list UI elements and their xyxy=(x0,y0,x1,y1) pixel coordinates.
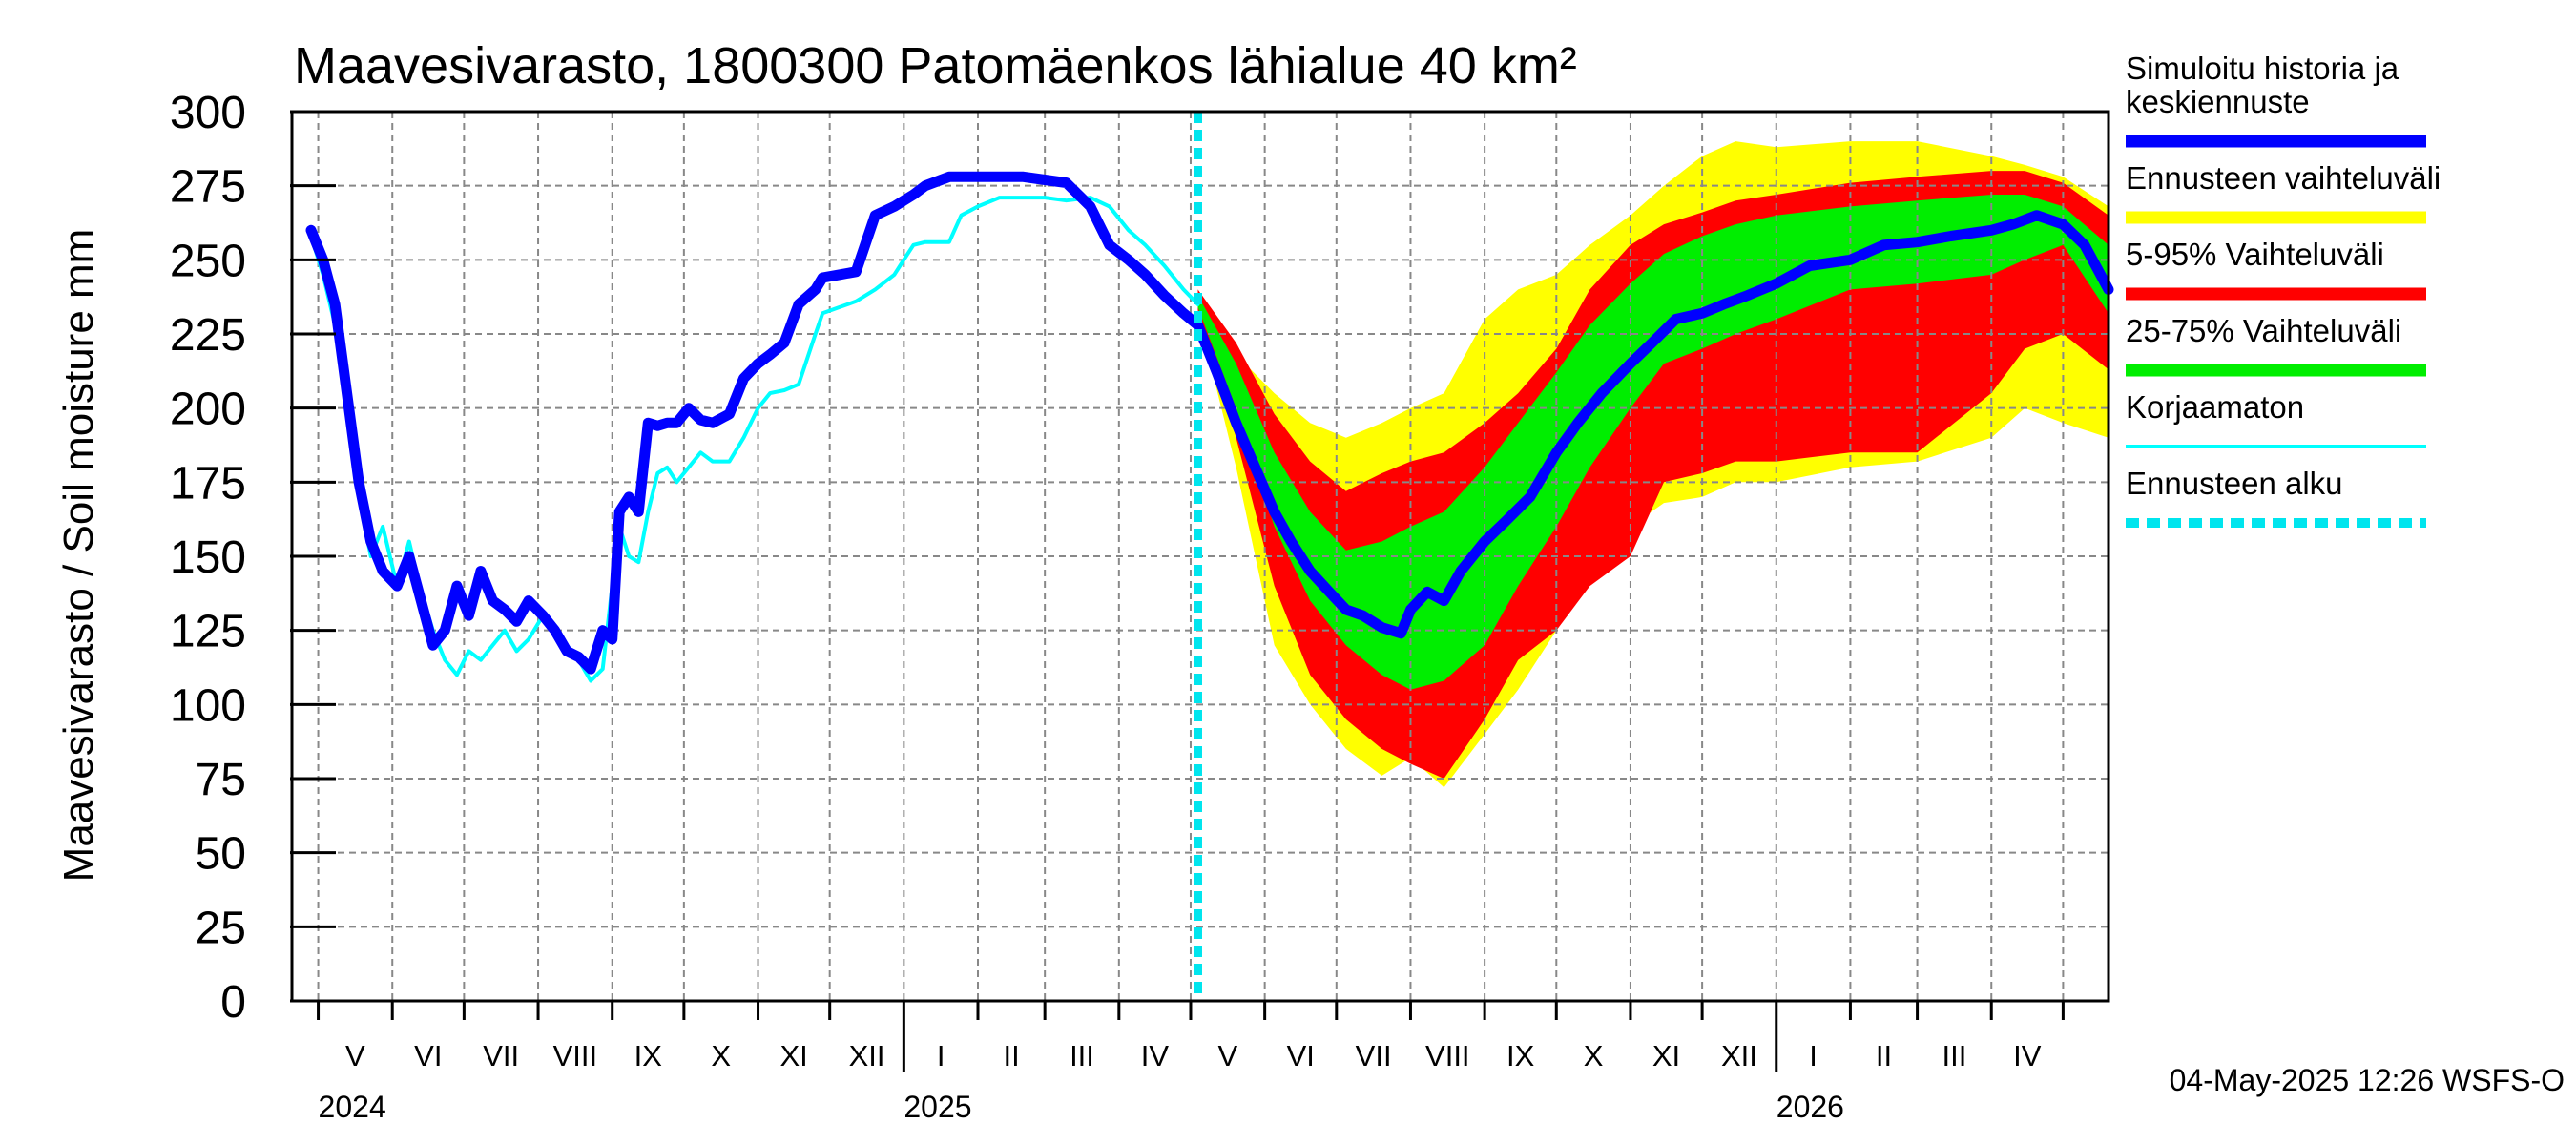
y-tick-label-6: 150 xyxy=(170,532,246,583)
x-month-label-14: VII xyxy=(1356,1039,1392,1072)
legend-label-0: keskiennuste xyxy=(2126,84,2310,119)
x-month-label-13: VI xyxy=(1287,1039,1315,1072)
series-line-1 xyxy=(305,171,2114,675)
legend-label-1: Ennusteen vaihteluväli xyxy=(2126,160,2441,196)
x-month-label-17: X xyxy=(1584,1039,1604,1072)
x-month-label-9: II xyxy=(1003,1039,1019,1072)
band-2 xyxy=(1197,195,2109,690)
legend-label-4: Korjaamaton xyxy=(2126,389,2304,425)
x-month-label-7: XII xyxy=(849,1039,885,1072)
x-month-label-11: IV xyxy=(1141,1039,1170,1072)
legend-label-0: Simuloitu historia ja xyxy=(2126,51,2399,86)
x-month-label-16: IX xyxy=(1506,1039,1535,1072)
x-month-label-22: III xyxy=(1942,1039,1966,1072)
legend-label-5: Ennusteen alku xyxy=(2126,466,2343,501)
x-year-label-2: 2026 xyxy=(1776,1090,1844,1124)
x-month-label-18: XI xyxy=(1652,1039,1680,1072)
footer-timestamp: 04-May-2025 12:26 WSFS-O xyxy=(2170,1063,2565,1097)
x-month-label-6: XI xyxy=(779,1039,807,1072)
chart-title: Maavesivarasto, 1800300 Patomäenkos lähi… xyxy=(294,37,1577,94)
y-tick-label-2: 50 xyxy=(196,829,246,880)
x-axis: V VI VII VIII IX X XI XII I II III IV V VI VII VIII IX X X… xyxy=(317,1001,2065,1124)
x-year-label-1: 2025 xyxy=(904,1090,971,1124)
x-month-label-5: X xyxy=(711,1039,731,1072)
series-line-0 xyxy=(309,196,1200,683)
series-lines xyxy=(305,112,2114,1001)
y-tick-label-12: 300 xyxy=(170,88,246,138)
x-month-label-10: III xyxy=(1070,1039,1094,1072)
y-axis-label: Maavesivarasto / Soil moisture mm xyxy=(55,229,102,883)
x-month-label-3: VIII xyxy=(553,1039,598,1072)
y-tick-label-11: 275 xyxy=(170,162,246,213)
x-month-label-1: VI xyxy=(414,1039,442,1072)
x-month-label-4: IX xyxy=(634,1039,663,1072)
y-tick-label-9: 225 xyxy=(170,310,246,361)
legend-label-3: 25-75% Vaihteluväli xyxy=(2126,313,2401,348)
y-tick-label-1: 25 xyxy=(196,903,246,953)
y-tick-label-4: 100 xyxy=(170,680,246,731)
x-month-label-12: V xyxy=(1217,1039,1237,1072)
y-tick-label-5: 125 xyxy=(170,607,246,657)
y-tick-label-7: 175 xyxy=(170,458,246,509)
legend-label-2: 5-95% Vaihteluväli xyxy=(2126,237,2384,272)
y-tick-label-0: 0 xyxy=(220,977,246,1028)
y-tick-label-10: 250 xyxy=(170,236,246,286)
x-month-label-8: I xyxy=(937,1039,945,1072)
forecast-bands xyxy=(1197,141,2109,788)
x-month-label-21: II xyxy=(1876,1039,1892,1072)
y-tick-label-3: 75 xyxy=(196,755,246,805)
x-month-label-15: VIII xyxy=(1425,1039,1470,1072)
x-month-label-19: XII xyxy=(1721,1039,1757,1072)
y-axis-ticks: 0 25 50 75 100 125 150 175 200 225 250 275 300 xyxy=(170,88,336,1028)
plot-frame xyxy=(290,110,2110,1003)
y-tick-label-8: 200 xyxy=(170,385,246,435)
x-month-label-0: V xyxy=(345,1039,365,1072)
x-month-label-23: IV xyxy=(2013,1039,2042,1072)
x-year-label-0: 2024 xyxy=(319,1090,386,1124)
x-month-label-2: VII xyxy=(483,1039,519,1072)
x-month-label-20: I xyxy=(1809,1039,1818,1072)
